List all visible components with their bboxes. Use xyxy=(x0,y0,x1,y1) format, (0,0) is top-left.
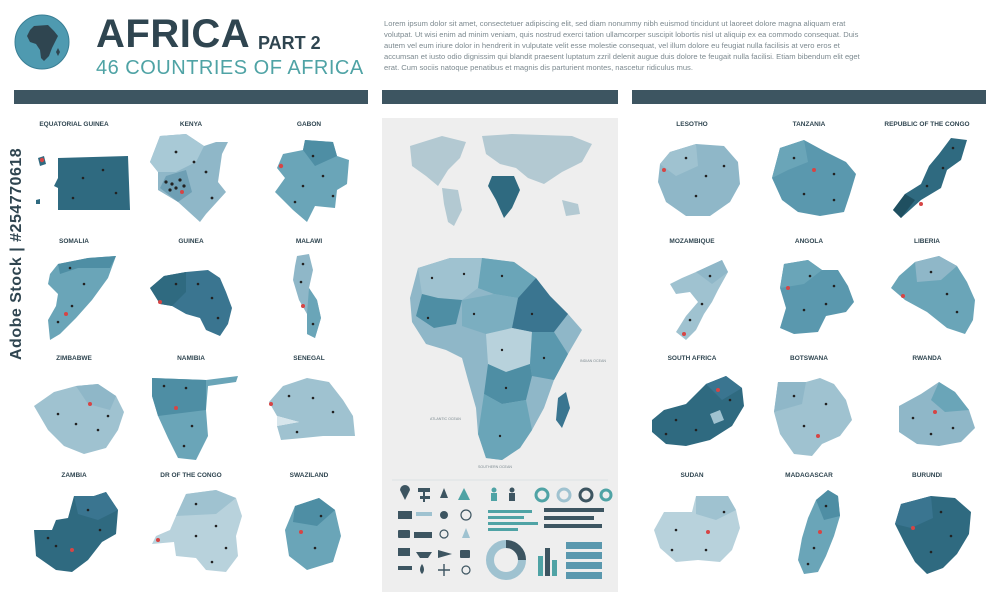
map-dr-congo xyxy=(152,490,242,572)
map-senegal xyxy=(269,378,355,440)
info-icon xyxy=(460,509,472,521)
infographic-icons xyxy=(398,484,472,576)
map-swaziland xyxy=(285,498,341,570)
country-label: GUINEA xyxy=(178,238,204,245)
world-africa-highlight xyxy=(488,176,520,218)
country-label: BURUNDI xyxy=(912,472,942,479)
map-zambia xyxy=(34,492,118,572)
suitcase-icon xyxy=(460,550,470,558)
signpost-icon xyxy=(418,488,430,492)
infographic-people xyxy=(491,487,515,501)
country-label: ZIMBABWE xyxy=(56,355,92,362)
country-label: DR OF THE CONGO xyxy=(160,472,222,479)
map-republic-of-congo xyxy=(893,138,967,218)
map-gabon xyxy=(275,140,349,222)
map-mozambique xyxy=(670,260,728,340)
map-pin-icon xyxy=(400,484,410,500)
country-label: MADAGASCAR xyxy=(785,472,833,479)
description-text: Lorem ipsum dolor sit amet, consectetuer… xyxy=(384,19,860,72)
center-section-bar xyxy=(382,90,618,104)
map-guinea xyxy=(150,270,232,336)
gear-icon xyxy=(440,511,448,519)
map-sudan xyxy=(654,496,740,562)
africa-map xyxy=(410,258,582,460)
page-title: AFRICA xyxy=(96,12,251,56)
map-malawi xyxy=(293,254,321,338)
country-label: MALAWI xyxy=(295,238,323,245)
map-tanzania xyxy=(772,140,856,216)
world-map xyxy=(410,134,592,226)
infographic-arrows xyxy=(566,542,602,579)
country-label: SENEGAL xyxy=(293,355,325,362)
country-label: SOUTH AFRICA xyxy=(667,355,717,362)
page-subtitle: 46 COUNTRIES OF AFRICA xyxy=(96,57,364,79)
map-lesotho xyxy=(658,144,740,216)
drop-icon xyxy=(420,564,424,574)
map-madagascar xyxy=(798,490,840,574)
sign-icon xyxy=(398,566,412,570)
country-label: SWAZILAND xyxy=(289,472,329,479)
country-label: BOTSWANA xyxy=(790,355,828,362)
map-liberia xyxy=(891,256,975,334)
country-label: LESOTHO xyxy=(676,121,708,128)
map-kenya xyxy=(150,134,228,222)
part-label: PART 2 xyxy=(258,33,321,53)
map-namibia xyxy=(152,376,238,460)
watermark-text: Adobe Stock | #254770618 xyxy=(8,147,25,360)
map-equatorial-guinea xyxy=(36,156,130,210)
mountains-icon xyxy=(458,488,470,500)
country-label: TANZANIA xyxy=(792,121,826,128)
ocean-label: SOUTHERN OCEAN xyxy=(478,465,512,469)
infographic-rings xyxy=(534,487,613,503)
map-south-africa xyxy=(652,376,744,446)
country-label: RWANDA xyxy=(912,355,942,362)
flag-icon xyxy=(398,548,410,556)
infographic-bars xyxy=(488,508,604,531)
country-label: REPUBLIC OF THE CONGO xyxy=(884,121,970,128)
map-botswana xyxy=(774,378,852,456)
country-label: ANGOLA xyxy=(794,238,824,245)
flag-icon xyxy=(398,511,412,519)
map-somalia xyxy=(48,256,116,340)
mountain-icon xyxy=(440,488,448,498)
train-icon xyxy=(414,532,432,538)
country-label: SUDAN xyxy=(680,472,704,479)
country-label: LIBERIA xyxy=(914,238,940,245)
country-label: KENYA xyxy=(179,121,203,128)
country-label: MOZAMBIQUE xyxy=(669,238,715,245)
left-section-bar xyxy=(14,90,368,104)
center-maps: ATLANTIC OCEAN INDIAN OCEAN SOUTHERN OCE… xyxy=(392,134,613,580)
bus-icon xyxy=(398,530,410,538)
map-burundi xyxy=(895,496,971,574)
anchor-icon xyxy=(438,564,450,576)
plane-icon xyxy=(438,550,452,558)
map-rwanda xyxy=(899,382,975,446)
infographic-columns xyxy=(538,548,557,576)
globe-icon xyxy=(14,14,70,70)
map-angola xyxy=(780,260,854,334)
country-label: ZAMBIA xyxy=(61,472,87,479)
ocean-label: INDIAN OCEAN xyxy=(580,359,606,363)
country-label: NAMIBIA xyxy=(177,355,205,362)
infographic-donut xyxy=(486,540,526,580)
country-label: EQUATORIAL GUINEA xyxy=(39,121,109,128)
map-zimbabwe xyxy=(34,384,124,454)
country-label: GABON xyxy=(296,121,322,128)
ship-icon xyxy=(416,552,432,558)
right-section-bar xyxy=(632,90,986,104)
ocean-label: ATLANTIC OCEAN xyxy=(430,417,461,421)
country-label: SOMALIA xyxy=(59,238,89,245)
